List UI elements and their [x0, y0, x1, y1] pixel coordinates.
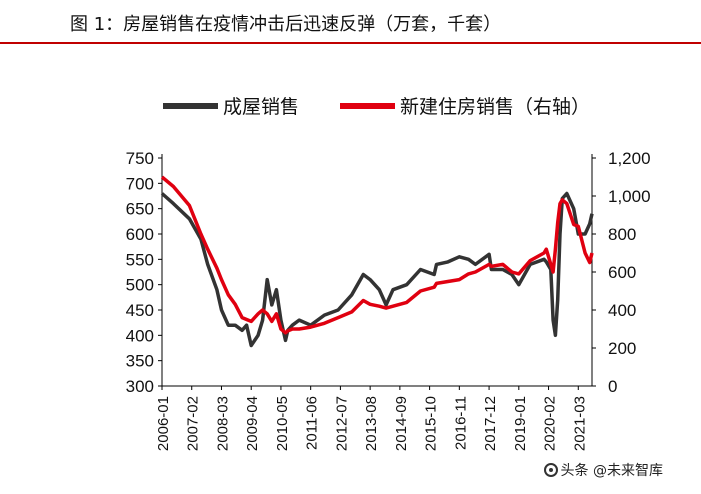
x-tick-label: 2013-08	[363, 396, 380, 451]
y-right-tick-label: 1,000	[608, 187, 651, 206]
x-tick-label: 2010-05	[274, 396, 291, 451]
x-tick-label: 2015-10	[423, 396, 440, 451]
x-tick-label: 2017-12	[482, 396, 499, 451]
y-right-tick-label: 600	[608, 263, 636, 282]
watermark-text: 头条 @未来智库	[560, 463, 663, 479]
watermark: 头条 @未来智库	[543, 460, 663, 480]
legend-label-1: 新建住房销售（右轴）	[400, 96, 590, 118]
x-tick-label: 2019-01	[512, 396, 529, 451]
x-tick-label: 2021-03	[571, 396, 588, 451]
y-right-tick-label: 0	[608, 377, 617, 396]
figure-title: 图 1：房屋销售在疫情冲击后迅速反弹（万套，千套）	[70, 14, 502, 35]
x-tick-label: 2012-07	[333, 396, 350, 451]
x-tick-label: 2009-04	[244, 396, 261, 451]
y-left-tick-label: 400	[126, 326, 154, 345]
y-left-tick-label: 750	[126, 149, 154, 168]
series-line-1	[160, 175, 594, 335]
y-left-tick-label: 300	[126, 377, 154, 396]
y-left-tick-label: 550	[126, 250, 154, 269]
x-tick-label: 2007-02	[185, 396, 202, 451]
y-left-tick-label: 500	[126, 276, 154, 295]
series-line-0	[160, 191, 594, 348]
x-tick-label: 2020-02	[542, 396, 559, 451]
y-left-tick-label: 700	[126, 174, 154, 193]
y-right-tick-label: 1,200	[608, 149, 651, 168]
legend-label-0: 成屋销售	[223, 96, 299, 118]
y-left-tick-label: 350	[126, 352, 154, 371]
x-tick-label: 2006-01	[155, 396, 172, 451]
y-right-tick-label: 800	[608, 225, 636, 244]
toutiao-logo-icon	[543, 463, 558, 477]
y-left-tick-label: 650	[126, 200, 154, 219]
x-tick-label: 2014-09	[393, 396, 410, 451]
x-tick-label: 2011-06	[304, 396, 321, 450]
y-right-tick-label: 400	[608, 301, 636, 320]
report-header: 图 1：房屋销售在疫情冲击后迅速反弹（万套，千套）	[0, 0, 701, 44]
y-left-tick-label: 600	[126, 225, 154, 244]
y-left-tick-label: 450	[126, 301, 154, 320]
x-tick-label: 2016-11	[452, 396, 469, 450]
x-tick-label: 2008-03	[214, 396, 231, 451]
y-right-tick-label: 200	[608, 339, 636, 358]
